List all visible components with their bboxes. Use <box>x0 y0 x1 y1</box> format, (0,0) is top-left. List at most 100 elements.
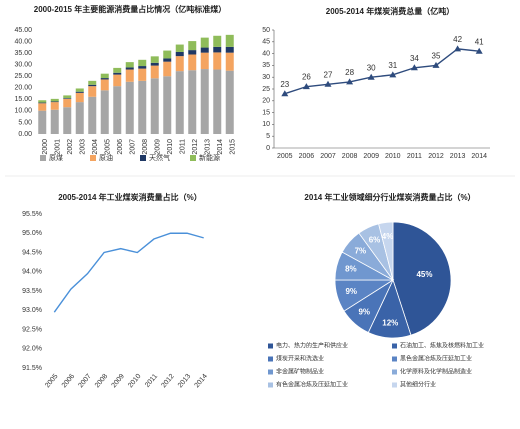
bar-segment <box>150 65 159 79</box>
x-tick-label: 2000 <box>42 139 49 155</box>
bar-segment <box>163 58 172 62</box>
bar-segment <box>113 86 122 134</box>
y-tick-label: 35.00 <box>14 50 32 57</box>
x-tick-label: 2001 <box>55 139 62 155</box>
marker <box>475 47 483 54</box>
data-label: 28 <box>345 68 354 77</box>
x-tick-label: 2006 <box>61 373 76 390</box>
bar-segment <box>138 68 147 81</box>
x-tick-label: 2007 <box>77 373 92 390</box>
bar-segment <box>38 102 47 104</box>
bar-segment <box>175 56 184 72</box>
y-tick-label: 25 <box>262 86 270 93</box>
bar-segment <box>125 67 134 70</box>
legend-label: 天然气 <box>149 153 170 162</box>
bar-segment <box>213 69 222 134</box>
bar-segment <box>113 74 122 87</box>
bar-segment <box>113 72 122 75</box>
bar-segment <box>175 51 184 57</box>
marker <box>367 73 375 80</box>
chart-title: 2000-2015 年主要能源消费量占比情况（亿吨标准煤） <box>34 4 226 14</box>
bar-segment <box>188 54 197 71</box>
legend-swatch <box>140 155 146 161</box>
bar-segment <box>50 98 59 102</box>
marker <box>410 64 418 71</box>
data-label: 27 <box>324 70 333 79</box>
marker <box>389 71 397 78</box>
x-tick-label: 2013 <box>450 153 466 160</box>
bar-segment <box>63 98 72 108</box>
bar-segment <box>225 52 234 71</box>
x-tick-label: 2014 <box>217 139 224 155</box>
bar-segment <box>75 88 84 92</box>
bar-segment <box>75 92 84 103</box>
bar-segment <box>225 46 234 53</box>
data-label: 30 <box>367 63 376 72</box>
bar-segment <box>50 109 59 134</box>
bar-segment <box>213 35 222 47</box>
legend-swatch <box>268 356 273 362</box>
legend-label: 其他细分行业 <box>400 381 436 389</box>
bar-segment <box>163 76 172 134</box>
bar-segment <box>63 95 72 99</box>
legend-label: 有色金属冶炼及压延加工业 <box>276 381 348 389</box>
bar-segment <box>138 66 147 69</box>
legend-swatch <box>268 343 273 349</box>
y-tick-label: 95.5% <box>22 211 42 218</box>
data-label: 6% <box>369 236 381 245</box>
bar-segment <box>150 56 159 63</box>
bar-segment <box>138 59 147 67</box>
bar-segment <box>75 102 84 134</box>
y-tick-label: 93.5% <box>22 288 42 295</box>
y-tick-label: 15 <box>262 109 270 116</box>
bar-segment <box>188 50 197 55</box>
bar-segment <box>113 67 122 73</box>
y-tick-label: 45.00 <box>14 27 32 34</box>
x-tick-label: 2005 <box>44 373 59 390</box>
data-label: 41 <box>475 37 484 46</box>
bar-segment <box>50 101 59 103</box>
marker <box>324 80 332 87</box>
data-label: 42 <box>453 35 462 44</box>
bar-segment <box>188 70 197 134</box>
bar-segment <box>150 62 159 66</box>
y-tick-label: 20.00 <box>14 85 32 92</box>
y-tick-label: 5 <box>266 133 270 140</box>
chart-title: 2014 年工业领域细分行业煤炭消费量占比（%） <box>304 192 475 202</box>
x-tick-label: 2005 <box>277 153 293 160</box>
y-tick-label: 20 <box>262 98 270 105</box>
y-tick-label: 45 <box>262 39 270 46</box>
x-tick-label: 2006 <box>299 153 315 160</box>
legend-swatch <box>90 155 96 161</box>
data-label: 7% <box>355 246 367 255</box>
bar-segment <box>100 90 109 134</box>
legend-label: 电力、热力的生产和供应业 <box>276 342 348 350</box>
legend-label: 化学原料及化学制品制造业 <box>400 368 472 376</box>
x-tick-label: 2003 <box>80 139 87 155</box>
bar-segment <box>88 86 97 97</box>
legend-label: 石油加工、炼焦及核燃料加工业 <box>400 342 484 350</box>
y-tick-label: 25.00 <box>14 73 32 80</box>
y-tick-label: 30.00 <box>14 62 32 69</box>
bar-segment <box>200 37 209 48</box>
data-label: 12% <box>382 319 398 328</box>
marker <box>454 45 462 52</box>
y-tick-label: 40 <box>262 50 270 57</box>
marker <box>432 61 440 68</box>
legend-swatch <box>40 155 46 161</box>
y-tick-label: 93.0% <box>22 307 42 314</box>
bar-segment <box>175 44 184 52</box>
legend-swatch <box>190 155 196 161</box>
legend-swatch <box>392 382 397 388</box>
bar-segment <box>100 78 109 80</box>
legend-label: 原油 <box>99 153 113 162</box>
legend-label: 黑色金属冶炼及压延加工业 <box>400 355 472 363</box>
bar-segment <box>38 110 47 134</box>
bar-segment <box>100 73 109 79</box>
bar-segment <box>38 103 47 111</box>
data-label: 45% <box>416 270 432 279</box>
legend-label: 煤炭开采和洗选业 <box>276 355 324 363</box>
x-tick-label: 2013 <box>177 373 192 390</box>
bar-segment <box>125 69 134 82</box>
x-tick-label: 2005 <box>105 139 112 155</box>
